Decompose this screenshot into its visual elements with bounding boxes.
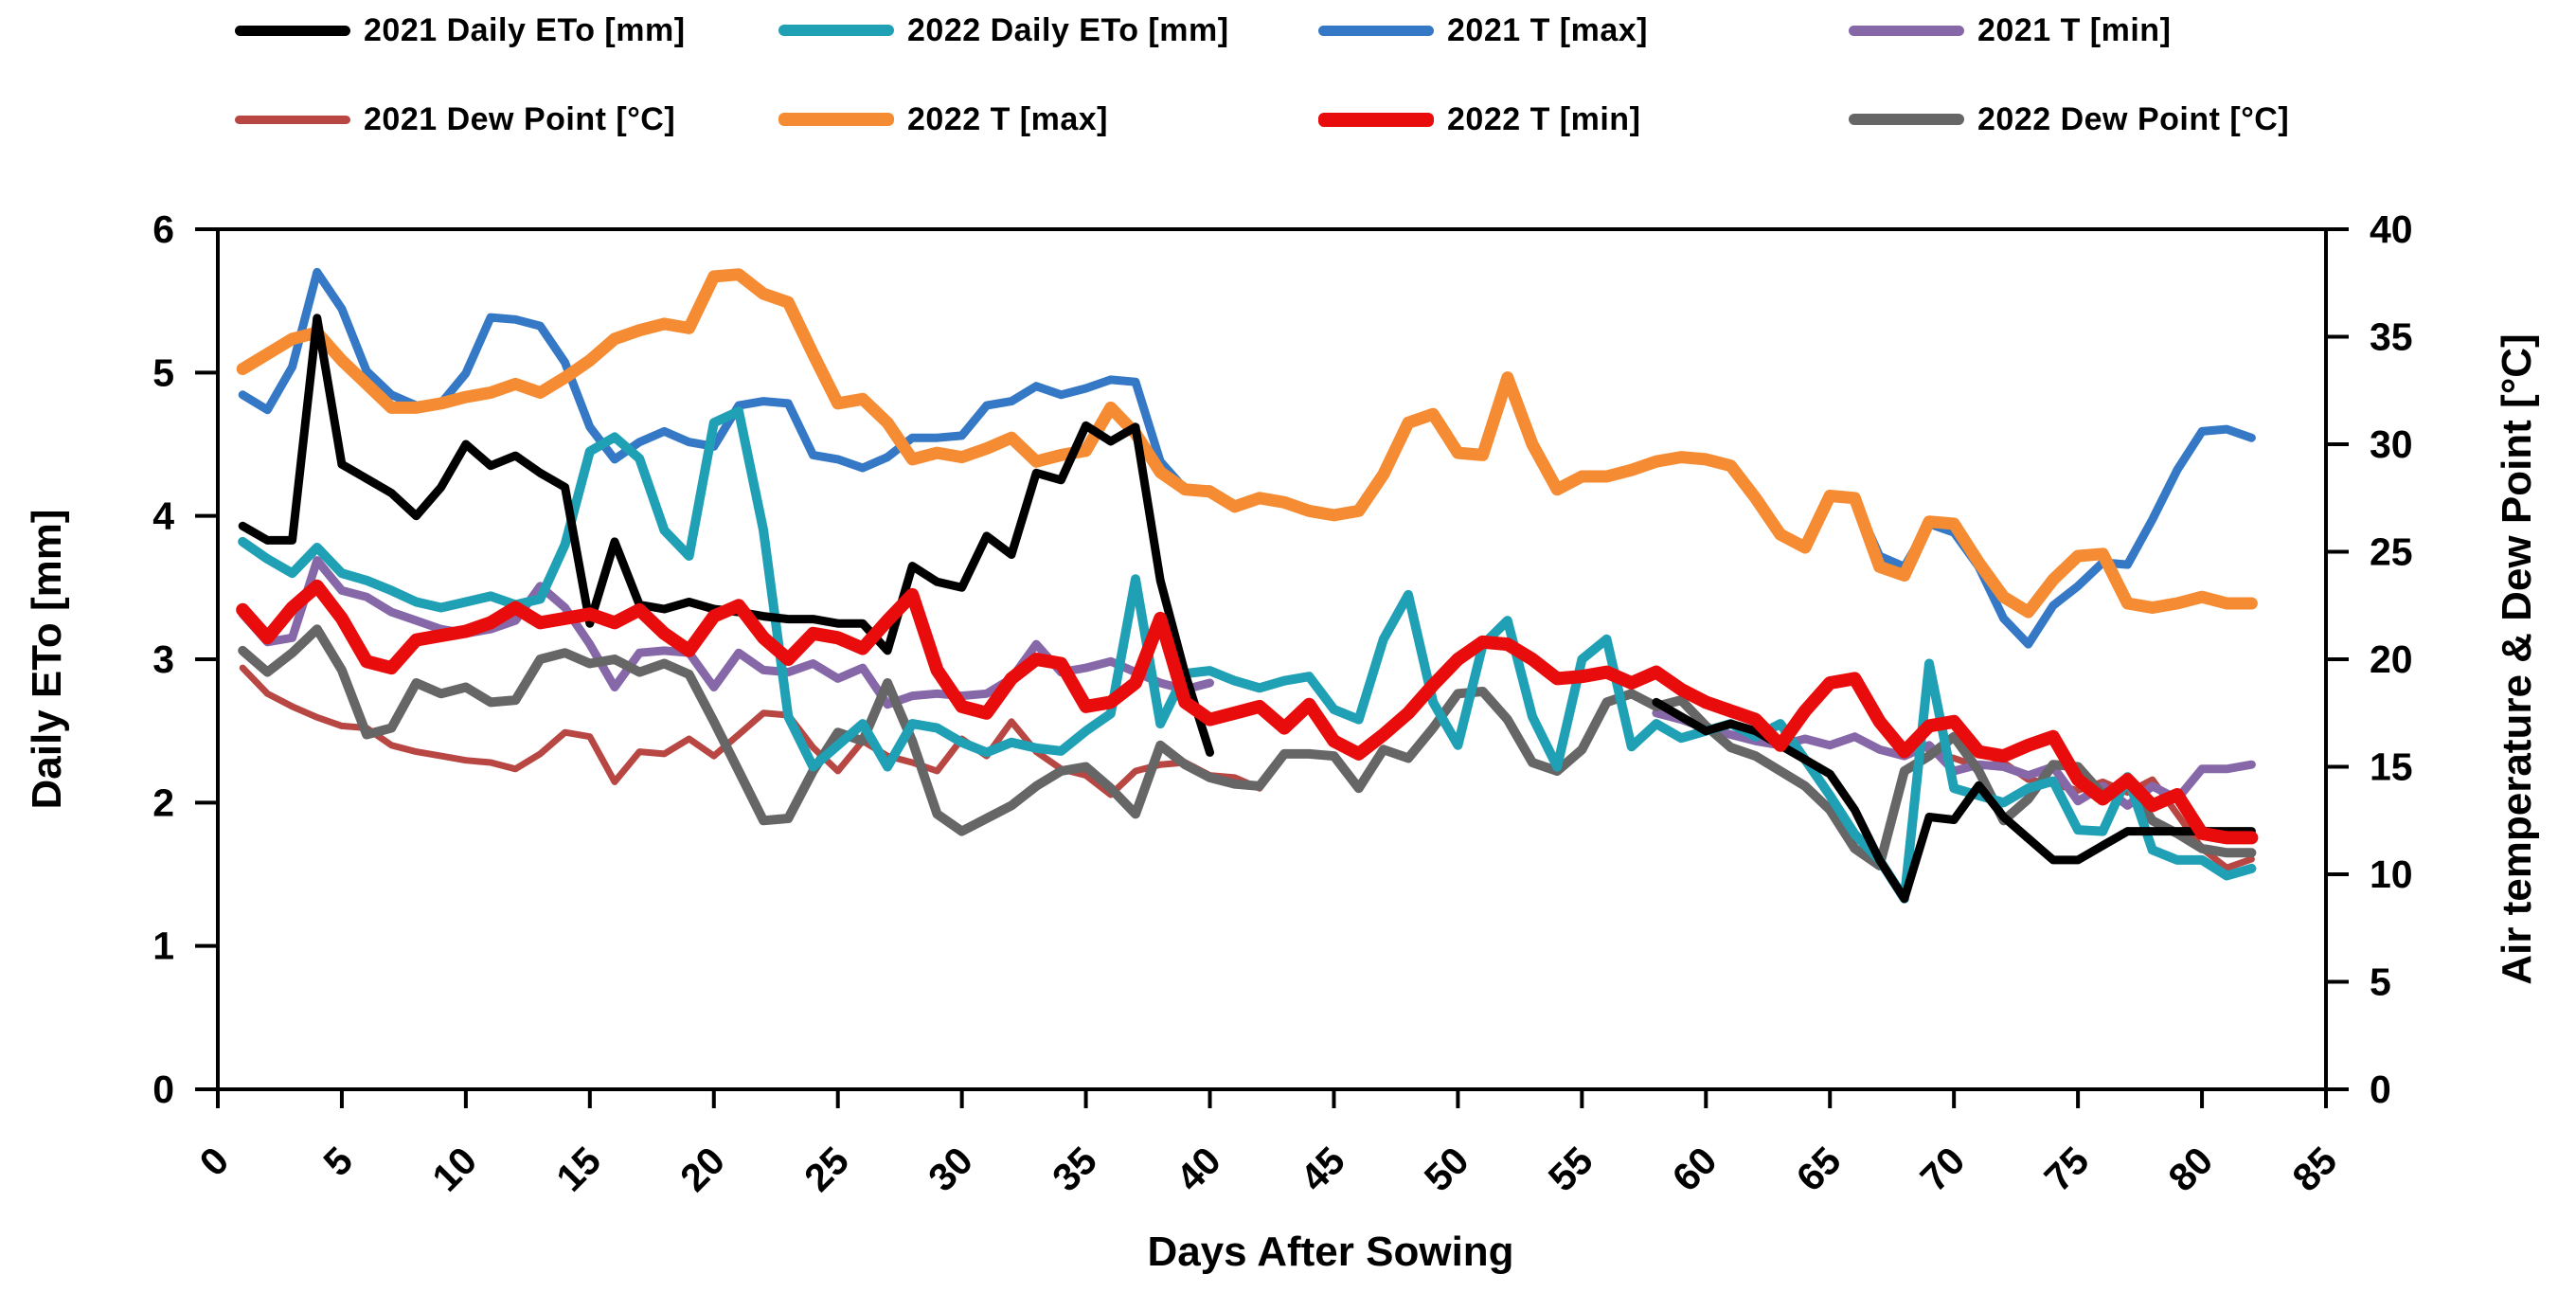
x-tick-label: 5	[315, 1139, 362, 1185]
y-axis-title-right: Air temperature & Dew Point [°C]	[2494, 333, 2540, 984]
legend-item-1: 2022 Daily ETo [mm]	[778, 9, 1229, 51]
legend-item-3: 2021 T [min]	[1849, 9, 2171, 51]
x-tick-label: 60	[1664, 1139, 1726, 1200]
left-tick-label: 1	[152, 924, 174, 968]
legend-label: 2021 T [max]	[1447, 11, 1648, 48]
right-tick-label: 10	[2370, 852, 2413, 896]
plot-frame	[216, 227, 2328, 1091]
right-tick-label: 40	[2370, 207, 2413, 251]
x-tick-label: 0	[191, 1139, 238, 1185]
right-tick-label: 15	[2370, 745, 2413, 789]
series-line-6	[236, 579, 2259, 845]
left-tick-label: 0	[152, 1068, 174, 1111]
legend-swatch	[1318, 112, 1434, 127]
left-tick-label: 4	[152, 494, 174, 538]
y-axis-title-left: Daily ETo [mm]	[24, 509, 70, 809]
legend-label: 2021 Daily ETo [mm]	[364, 11, 686, 48]
x-tick-label: 70	[1912, 1139, 1974, 1200]
x-tick-label: 20	[671, 1139, 733, 1200]
right-tick-label: 20	[2370, 637, 2413, 681]
legend-swatch	[778, 113, 894, 126]
right-tick-label: 30	[2370, 422, 2413, 466]
legend-label: 2022 T [max]	[907, 100, 1108, 137]
x-tick-label: 80	[2160, 1139, 2222, 1200]
x-tick-label: 15	[547, 1139, 609, 1200]
right-tick-label: 5	[2370, 960, 2391, 1004]
left-tick-label: 5	[152, 350, 174, 394]
x-tick-label: 25	[796, 1139, 857, 1200]
x-tick-label: 10	[423, 1139, 485, 1200]
legend-item-7: 2022 Dew Point [°C]	[1849, 99, 2289, 140]
left-tick-label: 2	[152, 781, 174, 824]
plot-border	[216, 227, 2328, 1091]
right-tick-label: 35	[2370, 315, 2413, 359]
x-tick-label: 50	[1416, 1139, 1477, 1200]
x-tick-label: 35	[1044, 1139, 1105, 1200]
legend-label: 2021 T [min]	[1977, 11, 2172, 48]
legend-item-5: 2022 T [max]	[778, 99, 1108, 140]
series-line-0	[238, 314, 2256, 904]
legend-item-6: 2022 T [min]	[1318, 99, 1640, 140]
legend-swatch	[1849, 114, 1964, 125]
legend-swatch	[235, 25, 350, 36]
legend-label: 2022 Dew Point [°C]	[1977, 100, 2290, 137]
plot-series	[236, 267, 2259, 904]
right-tick-label: 25	[2370, 530, 2413, 574]
legend-item-0: 2021 Daily ETo [mm]	[235, 9, 686, 51]
axis-ticks	[195, 227, 2349, 1108]
x-tick-label: 55	[1540, 1139, 1601, 1200]
x-tick-label: 30	[920, 1139, 981, 1200]
series-line-1	[238, 406, 2257, 904]
left-tick-label: 6	[152, 207, 174, 251]
legend-label: 2021 Dew Point [°C]	[364, 100, 676, 137]
legend-item-4: 2021 Dew Point [°C]	[235, 99, 675, 140]
legend-label: 2022 Daily ETo [mm]	[907, 11, 1229, 48]
x-tick-label: 85	[2284, 1139, 2346, 1200]
legend-label: 2022 T [min]	[1447, 100, 1641, 137]
right-tick-label: 0	[2370, 1068, 2391, 1111]
x-tick-label: 40	[1168, 1139, 1229, 1200]
series-line-5	[236, 268, 2258, 619]
legend-swatch	[778, 25, 894, 36]
legend-swatch	[1849, 25, 1964, 36]
legend-swatch	[235, 115, 350, 124]
x-tick-label: 45	[1292, 1139, 1353, 1200]
legend-swatch	[1318, 25, 1434, 36]
x-axis-title: Days After Sowing	[1147, 1229, 1513, 1275]
x-tick-label: 65	[1788, 1139, 1850, 1200]
x-tick-label: 75	[2036, 1139, 2098, 1200]
legend-item-2: 2021 T [max]	[1318, 9, 1648, 51]
left-tick-label: 3	[152, 637, 174, 681]
